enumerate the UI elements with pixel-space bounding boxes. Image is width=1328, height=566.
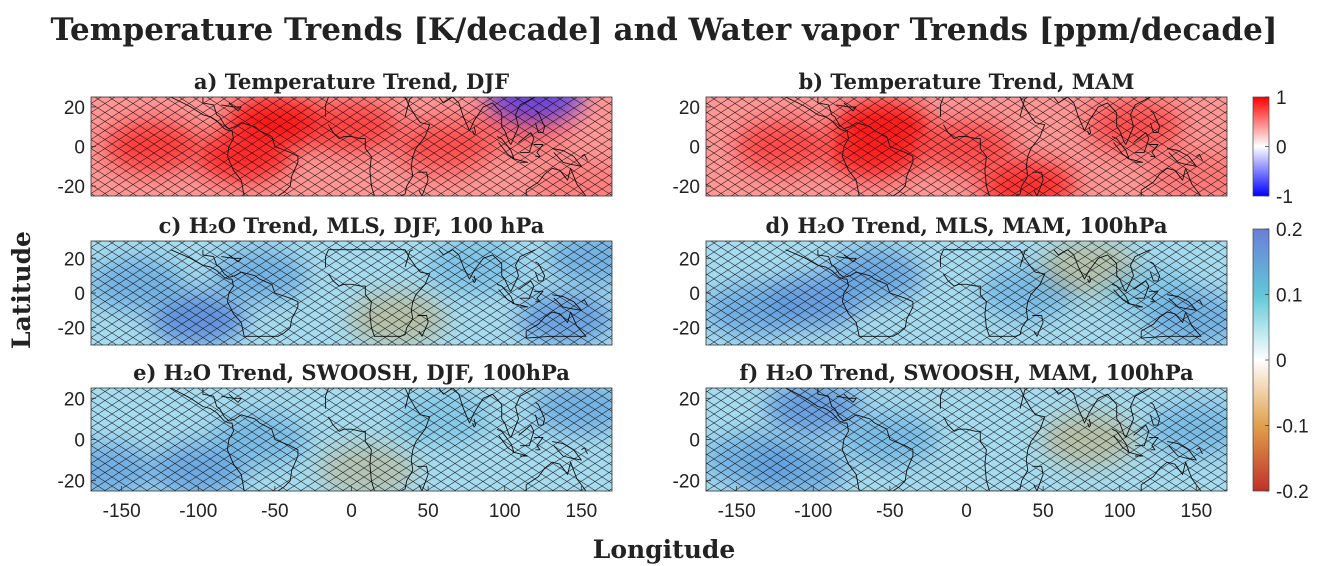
x-tick-label: 150 [1181,501,1213,522]
panel-title: c) H₂O Trend, MLS, DJF, 100 hPa [159,213,545,238]
x-axis-label: Longitude [593,535,736,564]
x-tick-label: 0 [346,501,357,522]
x-tick-label: -100 [794,501,832,522]
panel-title: b) Temperature Trend, MAM [798,69,1134,94]
x-tick-label: -100 [179,501,217,522]
significance-hatching [706,97,1227,196]
y-tick-label: 0 [689,138,700,159]
colorbar-tick-label: -1 [1276,187,1293,208]
y-tick-label: -20 [58,319,85,340]
y-axis-label: Latitude [7,231,36,349]
panel-d: d) H₂O Trend, MLS, MAM, 100hPa 20 0 -20 [673,213,1228,346]
y-tick-label: -20 [673,319,700,340]
significance-hatching [91,97,612,196]
y-tick-label: 20 [64,249,85,270]
significance-hatching [706,388,1227,491]
colorbar-temperature: 1 0 -1 [1252,88,1293,208]
x-tick-label: 100 [1104,501,1136,522]
y-tick-label: 0 [689,431,700,452]
y-tick-label: 0 [689,284,700,305]
colorbar-tick-label: 1 [1276,88,1287,109]
y-tick-label: 20 [64,98,85,119]
x-tick-label: 150 [566,501,598,522]
x-tick-label: 0 [961,501,972,522]
x-tick-label: -150 [103,501,141,522]
x-tick-label: 50 [1033,501,1054,522]
panel-b: b) Temperature Trend, MAM 20 0 -20 [673,69,1228,198]
y-tick-label: -20 [58,177,85,198]
colorbar-group: 1 0 -1 0.2 0.1 0 -0.1 -0.2 [1252,88,1309,503]
panel-title: e) H₂O Trend, SWOOSH, DJF, 100hPa [133,360,570,385]
y-tick-label: 20 [64,389,85,410]
figure-title: Temperature Trends [K/decade] and Water … [51,12,1278,48]
panel-c: c) H₂O Trend, MLS, DJF, 100 hPa 20 0 -20 [58,213,613,346]
x-tick-label: -150 [718,501,756,522]
significance-hatching [91,241,612,345]
colorbar-tick-label: 0 [1276,351,1287,372]
significance-hatching [706,241,1227,345]
panel-e: e) H₂O Trend, SWOOSH, DJF, 100hPa200-20-… [58,360,613,522]
colorbar-tick-label: 0 [1276,138,1287,159]
panel-title: a) Temperature Trend, DJF [194,69,509,94]
colorbar-tick-label: 0.2 [1276,220,1302,241]
colorbar-tick-label: -0.1 [1276,417,1309,438]
panel-f: f) H₂O Trend, SWOOSH, MAM, 100hPa200-20-… [673,360,1228,522]
y-tick-label: 0 [74,138,85,159]
colorbar-tick-label: -0.2 [1276,482,1309,503]
x-tick-label: 50 [418,501,439,522]
y-tick-label: 20 [679,389,700,410]
colorbar-tick-label: 0.1 [1276,286,1302,307]
colorbar-h2o: 0.2 0.1 0 -0.1 -0.2 [1252,220,1309,503]
y-tick-label: 0 [74,284,85,305]
panel-title: d) H₂O Trend, MLS, MAM, 100hPa [765,213,1167,238]
y-tick-label: 20 [679,98,700,119]
x-tick-label: 100 [489,501,521,522]
y-tick-label: 0 [74,431,85,452]
y-tick-label: -20 [58,472,85,493]
significance-hatching [91,388,612,491]
x-tick-label: -50 [261,501,288,522]
x-tick-label: -50 [876,501,903,522]
panel-a: a) Temperature Trend, DJF 20 0 -20 [58,69,613,198]
y-tick-label: -20 [673,177,700,198]
panel-title: f) H₂O Trend, SWOOSH, MAM, 100hPa [739,360,1194,385]
y-tick-label: -20 [673,472,700,493]
y-tick-label: 20 [679,249,700,270]
